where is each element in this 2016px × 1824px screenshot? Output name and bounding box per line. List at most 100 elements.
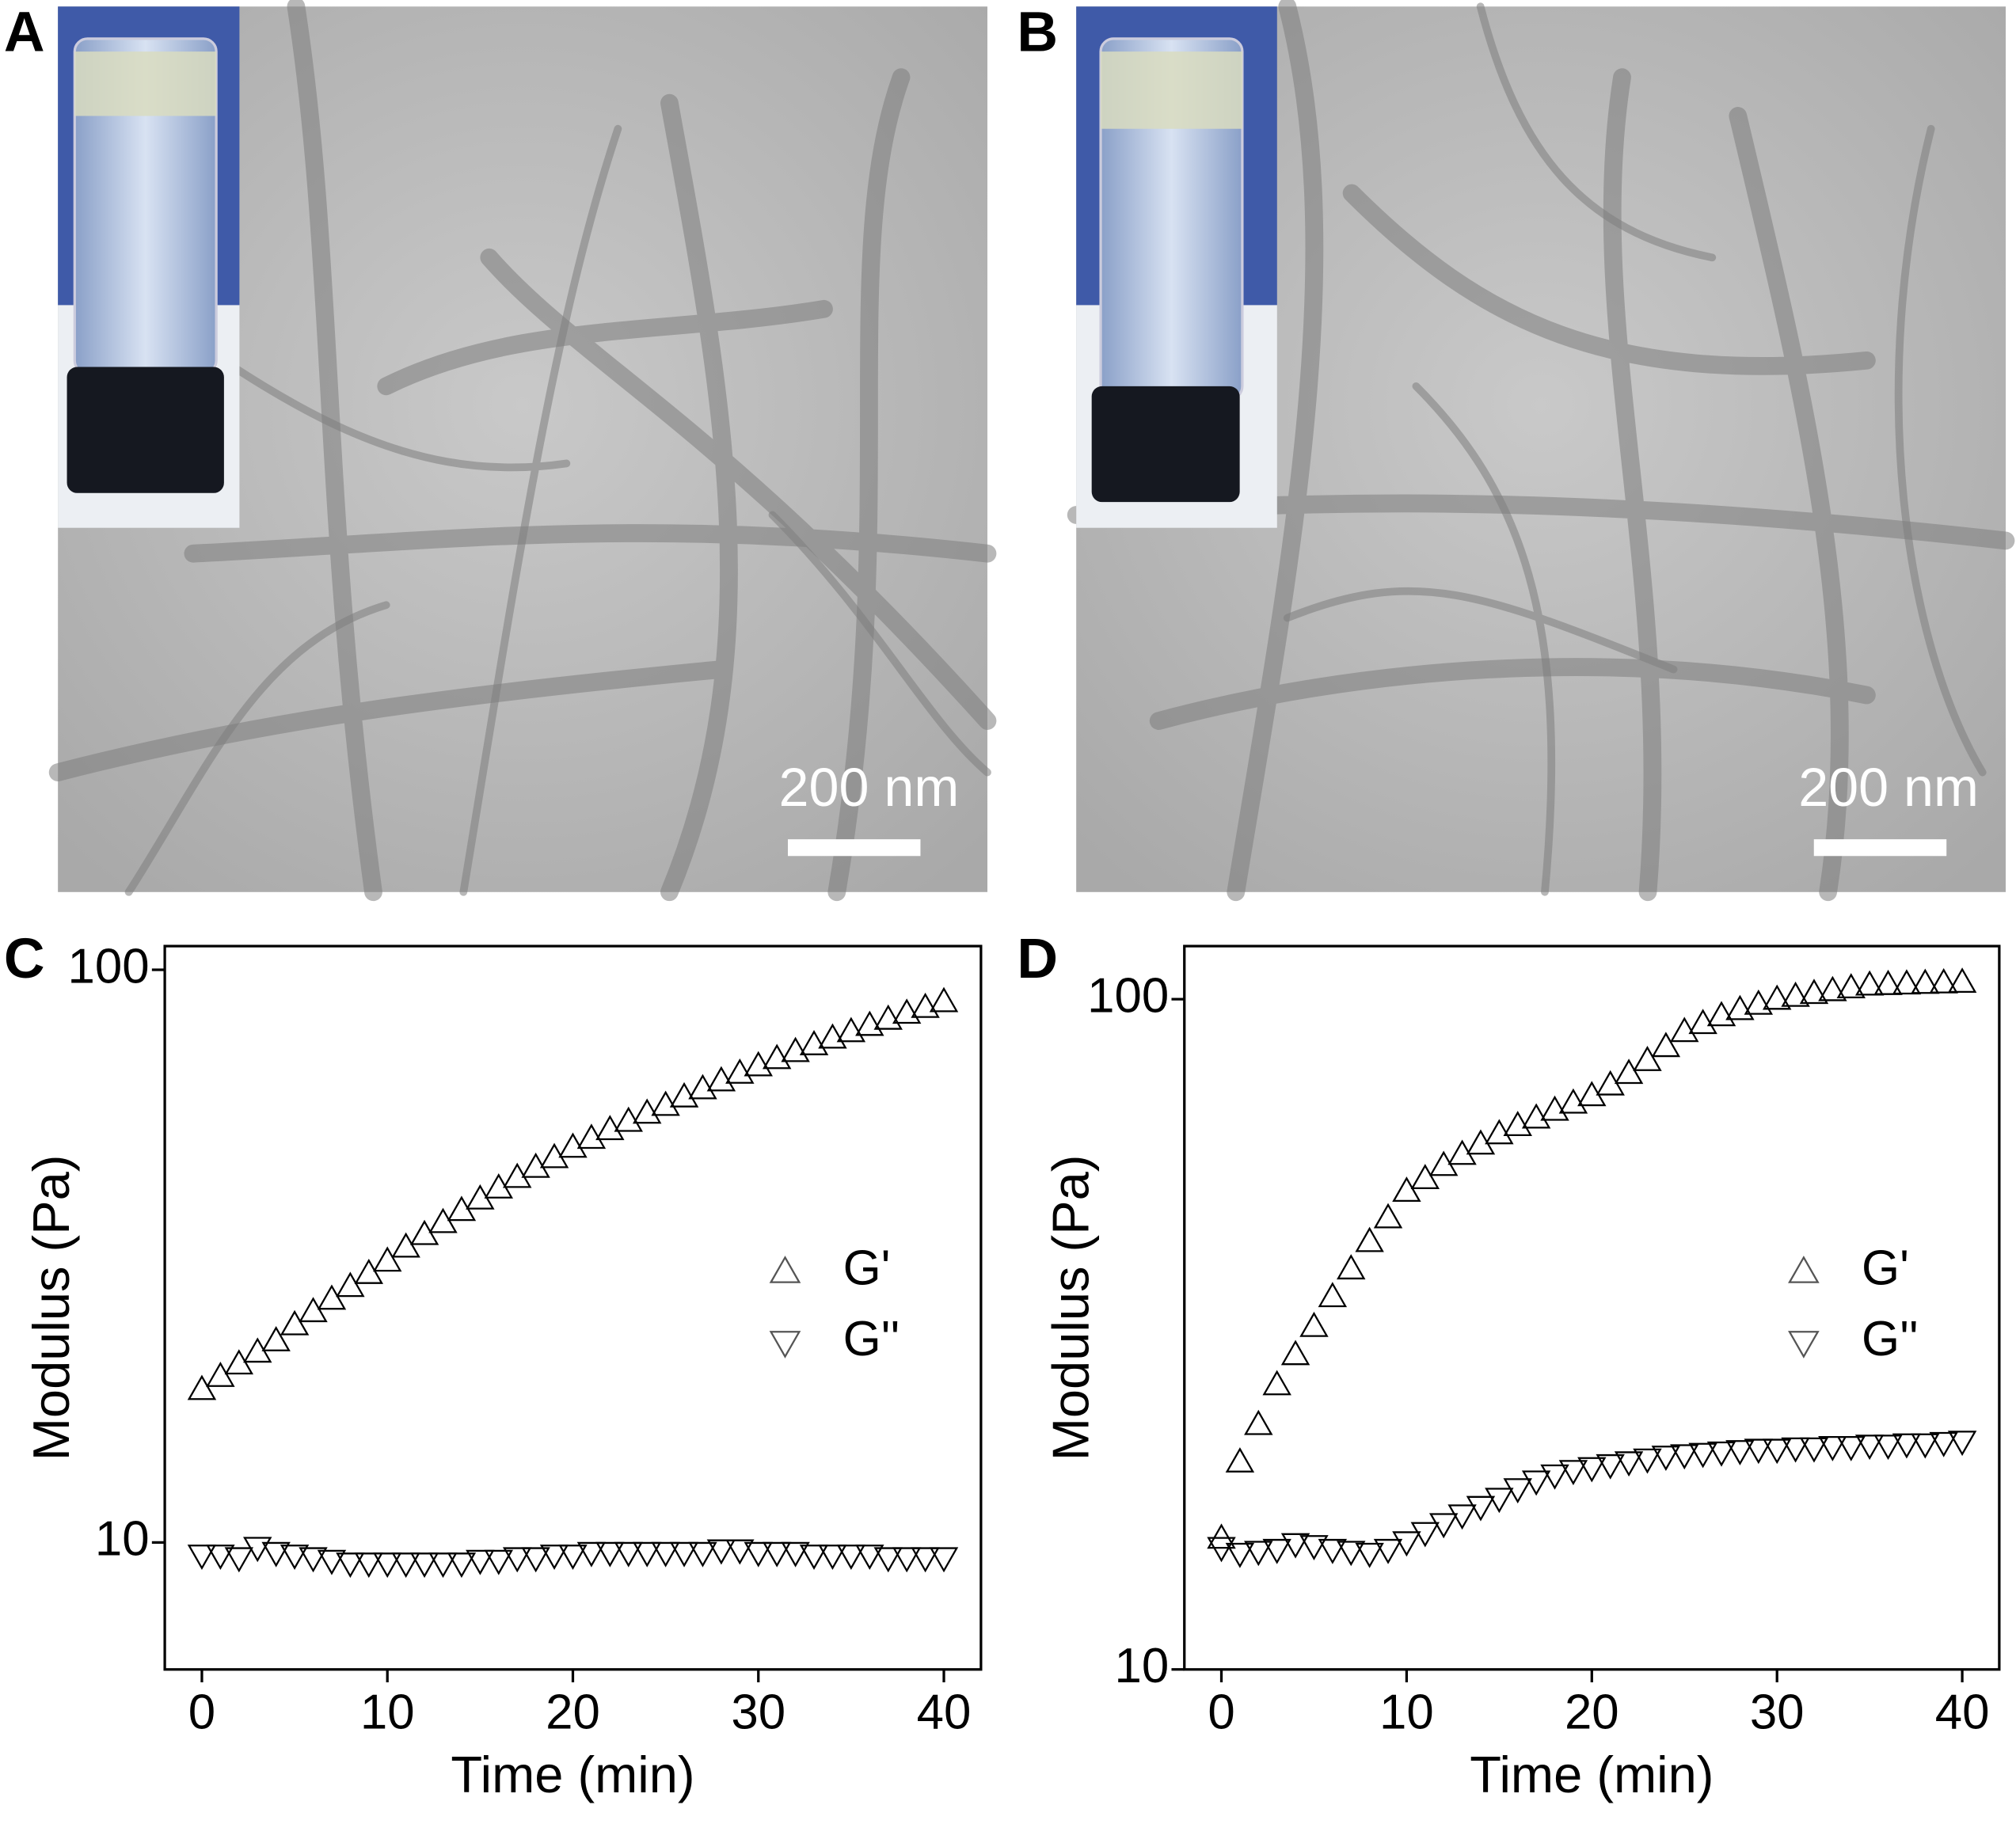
x-axis-label: Time (min) bbox=[1470, 1746, 1714, 1803]
data-point bbox=[799, 1545, 829, 1570]
data-point bbox=[1355, 1226, 1384, 1252]
data-point bbox=[1688, 1009, 1717, 1035]
data-point bbox=[688, 1074, 717, 1100]
data-point bbox=[818, 1023, 847, 1049]
data-point bbox=[502, 1162, 532, 1188]
data-point bbox=[1947, 967, 1977, 994]
data-point bbox=[669, 1541, 699, 1568]
data-point bbox=[873, 1547, 903, 1573]
data-point bbox=[1466, 1129, 1496, 1155]
data-point bbox=[576, 1541, 607, 1568]
data-point bbox=[1503, 1478, 1532, 1504]
data-point bbox=[576, 1123, 607, 1150]
data-point bbox=[1670, 1444, 1699, 1470]
legend-label: G'' bbox=[843, 1312, 900, 1366]
data-point bbox=[1781, 981, 1810, 1007]
data-point bbox=[632, 1098, 662, 1124]
data-point bbox=[1744, 989, 1774, 1015]
data-point bbox=[1280, 1533, 1310, 1559]
data-point bbox=[447, 1552, 477, 1579]
data-point bbox=[1558, 1088, 1588, 1114]
data-point bbox=[391, 1232, 420, 1258]
data-point bbox=[1225, 1542, 1255, 1568]
panel-label: A bbox=[4, 1, 45, 64]
data-point bbox=[1521, 1470, 1551, 1496]
scale-bar-label: 200 nm bbox=[779, 758, 960, 818]
data-point bbox=[1929, 1431, 1958, 1457]
data-point bbox=[1706, 1441, 1736, 1467]
data-point bbox=[206, 1545, 235, 1570]
data-point bbox=[799, 1030, 829, 1055]
y-tick-label: 100 bbox=[1087, 968, 1169, 1023]
y-tick-label: 10 bbox=[95, 1512, 150, 1567]
data-point bbox=[725, 1539, 755, 1565]
legend-marker bbox=[769, 1256, 801, 1283]
data-point bbox=[1596, 1454, 1625, 1480]
data-point bbox=[744, 1541, 773, 1568]
data-point bbox=[836, 1545, 866, 1570]
data-point bbox=[1762, 1438, 1792, 1465]
data-point bbox=[1911, 968, 1940, 994]
data-point bbox=[558, 1132, 588, 1158]
data-point bbox=[855, 1010, 884, 1036]
data-point bbox=[1892, 969, 1922, 995]
data-point bbox=[1485, 1119, 1514, 1145]
data-point bbox=[632, 1541, 662, 1568]
data-point bbox=[929, 986, 959, 1013]
data-point bbox=[261, 1541, 291, 1568]
data-point bbox=[336, 1552, 365, 1579]
legend-marker bbox=[1788, 1331, 1820, 1358]
data-point bbox=[1410, 1164, 1440, 1190]
data-point bbox=[1799, 978, 1829, 1005]
data-point bbox=[428, 1552, 458, 1579]
data-point bbox=[651, 1541, 680, 1568]
tem-image-b bbox=[1067, 0, 2015, 902]
data-point bbox=[1262, 1538, 1291, 1564]
data-point bbox=[299, 1547, 328, 1573]
x-axis-label: Time (min) bbox=[451, 1746, 694, 1803]
data-point bbox=[261, 1326, 291, 1351]
data-point bbox=[354, 1258, 384, 1284]
data-point bbox=[669, 1081, 699, 1108]
data-point bbox=[280, 1309, 310, 1336]
data-point bbox=[521, 1547, 550, 1573]
data-point bbox=[1355, 1542, 1384, 1568]
data-point bbox=[1836, 973, 1866, 999]
x-tick-label: 10 bbox=[1379, 1685, 1434, 1740]
data-point bbox=[466, 1549, 495, 1575]
data-point bbox=[836, 1016, 866, 1043]
data-point bbox=[1244, 1541, 1273, 1567]
data-point bbox=[539, 1545, 569, 1570]
data-point bbox=[1818, 975, 1847, 1001]
data-point bbox=[725, 1058, 755, 1084]
data-point bbox=[1633, 1448, 1662, 1474]
data-point bbox=[1651, 1446, 1681, 1472]
data-point bbox=[502, 1547, 532, 1573]
data-point bbox=[1225, 1447, 1255, 1472]
data-point bbox=[1873, 1434, 1903, 1461]
data-point bbox=[1818, 1435, 1847, 1461]
panel-label: C bbox=[4, 927, 45, 990]
data-point bbox=[1614, 1058, 1644, 1085]
data-point bbox=[372, 1246, 402, 1272]
x-tick-label: 0 bbox=[188, 1685, 215, 1740]
data-point bbox=[1725, 994, 1755, 1020]
data-point bbox=[929, 1547, 959, 1573]
y-axis-label: Modulus (Pa) bbox=[1042, 1155, 1100, 1461]
data-point bbox=[1854, 1434, 1885, 1461]
y-tick-label: 100 bbox=[68, 939, 150, 994]
data-point bbox=[762, 1043, 792, 1070]
data-point bbox=[911, 992, 940, 1018]
data-point bbox=[688, 1541, 717, 1568]
data-point bbox=[1373, 1538, 1403, 1564]
panel-label: B bbox=[1017, 1, 1058, 64]
y-tick-label: 10 bbox=[1115, 1639, 1170, 1693]
data-point bbox=[1929, 967, 1958, 994]
data-point bbox=[1521, 1103, 1551, 1129]
data-point bbox=[614, 1541, 643, 1568]
data-point bbox=[1466, 1495, 1496, 1522]
data-point bbox=[1670, 1016, 1699, 1043]
x-tick-label: 20 bbox=[546, 1685, 600, 1740]
data-point bbox=[762, 1541, 792, 1568]
data-point bbox=[706, 1539, 736, 1565]
